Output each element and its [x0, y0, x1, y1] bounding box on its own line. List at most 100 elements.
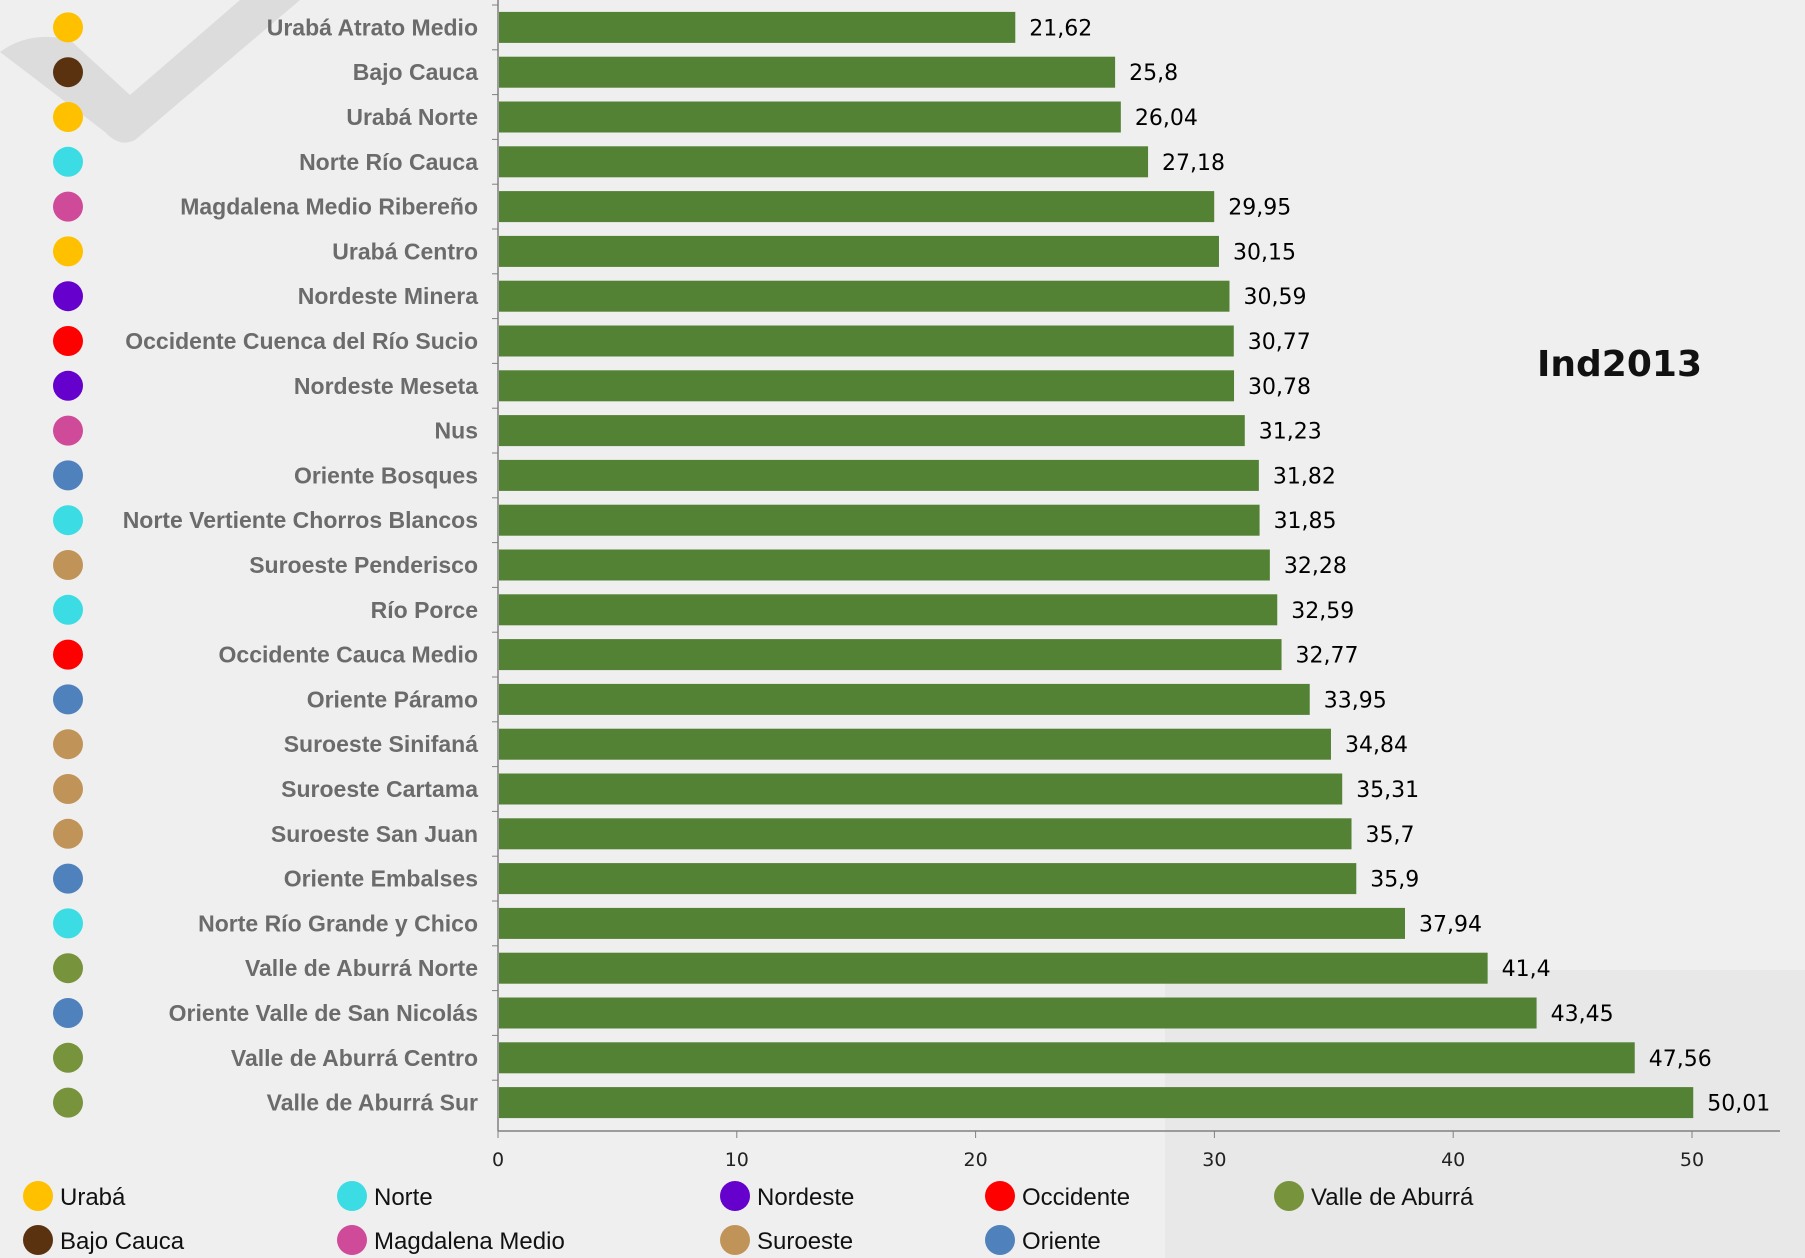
category-label: Nordeste Minera: [298, 283, 478, 309]
category-label: Norte Vertiente Chorros Blancos: [123, 507, 478, 533]
category-label: Valle de Aburrá Sur: [267, 1090, 478, 1116]
bar: [499, 56, 1116, 88]
bar: [499, 191, 1215, 223]
bar: [499, 504, 1260, 536]
region-marker-icon: [53, 326, 83, 356]
value-label: 31,23: [1259, 420, 1322, 445]
region-marker-icon: [53, 1087, 83, 1118]
legend-label: Bajo Cauca: [60, 1228, 185, 1255]
region-marker-icon: [53, 102, 83, 132]
value-label: 34,84: [1345, 733, 1408, 758]
category-label: Occidente Cauca Medio: [219, 642, 478, 668]
value-label: 43,45: [1551, 1002, 1614, 1027]
bar: [499, 773, 1343, 805]
legend-marker-icon: [337, 1181, 367, 1211]
category-label: Valle de Aburrá Norte: [245, 955, 478, 981]
legend-label: Suroeste: [757, 1228, 853, 1255]
bar: [499, 415, 1245, 447]
bar: [499, 235, 1219, 267]
category-label: Suroeste Sinifaná: [284, 731, 478, 757]
region-marker-icon: [53, 863, 83, 894]
region-marker-icon: [53, 594, 83, 625]
category-label: Bajo Cauca: [353, 59, 478, 85]
value-label: 27,18: [1162, 151, 1225, 176]
x-tick-label: 10: [725, 1149, 749, 1171]
category-label: Oriente Embalses: [284, 866, 478, 892]
category-label: Oriente Páramo: [307, 686, 478, 712]
value-label: 32,77: [1296, 644, 1359, 669]
region-marker-icon: [53, 236, 83, 267]
value-label: 29,95: [1228, 196, 1291, 221]
value-label: 21,62: [1029, 16, 1092, 41]
region-marker-icon: [53, 12, 83, 43]
bar: [499, 639, 1282, 671]
x-tick-label: 50: [1680, 1149, 1704, 1171]
legend-marker-icon: [1274, 1181, 1304, 1211]
legend-marker-icon: [23, 1225, 53, 1255]
legend-marker-icon: [720, 1181, 750, 1211]
region-marker-icon: [53, 460, 83, 491]
bar: [499, 728, 1331, 760]
value-label: 31,85: [1274, 509, 1337, 534]
value-label: 30,77: [1248, 330, 1311, 355]
category-label: Urabá Atrato Medio: [267, 14, 478, 40]
legend-marker-icon: [720, 1225, 750, 1255]
category-label: Nordeste Meseta: [294, 373, 478, 399]
bar: [499, 594, 1278, 626]
value-label: 47,56: [1649, 1047, 1712, 1072]
category-label: Magdalena Medio Ribereño: [180, 194, 478, 220]
value-label: 35,7: [1366, 823, 1415, 848]
region-marker-icon: [53, 639, 83, 670]
region-marker-icon: [53, 908, 83, 939]
category-label: Norte Río Cauca: [299, 149, 478, 175]
bar: [499, 818, 1352, 850]
legend-label: Oriente: [1022, 1228, 1101, 1255]
x-tick-label: 40: [1441, 1149, 1465, 1171]
region-marker-icon: [53, 818, 83, 849]
value-label: 26,04: [1135, 106, 1198, 131]
legend-label: Magdalena Medio: [374, 1228, 565, 1255]
value-label: 32,28: [1284, 554, 1347, 579]
bar: [499, 1042, 1635, 1074]
category-label: Valle de Aburrá Centro: [231, 1045, 478, 1071]
region-marker-icon: [53, 1042, 83, 1073]
region-marker-icon: [53, 191, 83, 222]
bar: [499, 280, 1230, 312]
bar: [499, 997, 1537, 1029]
region-marker-icon: [53, 550, 83, 580]
category-label: Suroeste San Juan: [271, 821, 478, 847]
region-marker-icon: [53, 415, 83, 446]
legend-label: Nordeste: [757, 1184, 854, 1211]
legend-label: Norte: [374, 1184, 433, 1211]
value-label: 35,9: [1370, 868, 1419, 893]
value-label: 35,31: [1356, 778, 1419, 803]
category-label: Urabá Centro: [332, 238, 478, 264]
x-tick-label: 30: [1202, 1149, 1226, 1171]
category-label: Oriente Valle de San Nicolás: [169, 1000, 478, 1026]
legend-label: Valle de Aburrá: [1311, 1184, 1474, 1211]
x-tick-label: 0: [492, 1149, 504, 1171]
category-label: Norte Río Grande y Chico: [198, 910, 478, 936]
bar: [499, 907, 1406, 939]
value-label: 30,59: [1243, 285, 1306, 310]
legend-marker-icon: [23, 1181, 53, 1211]
region-marker-icon: [53, 953, 83, 984]
value-label: 30,78: [1248, 375, 1311, 400]
region-marker-icon: [53, 146, 83, 177]
region-marker-icon: [53, 998, 83, 1028]
category-label: Nus: [435, 418, 478, 444]
region-marker-icon: [53, 57, 83, 88]
x-tick-label: 20: [964, 1149, 988, 1171]
category-label: Río Porce: [371, 597, 478, 623]
legend-marker-icon: [985, 1181, 1015, 1211]
bar: [499, 325, 1234, 357]
value-label: 50,01: [1707, 1092, 1770, 1117]
legend-label: Urabá: [60, 1184, 126, 1211]
category-label: Oriente Bosques: [294, 462, 478, 488]
legend-marker-icon: [985, 1225, 1015, 1255]
value-label: 41,4: [1502, 957, 1551, 982]
chart-title: Ind2013: [1537, 344, 1702, 385]
category-label: Occidente Cuenca del Río Sucio: [125, 328, 478, 354]
bar: [499, 146, 1149, 178]
